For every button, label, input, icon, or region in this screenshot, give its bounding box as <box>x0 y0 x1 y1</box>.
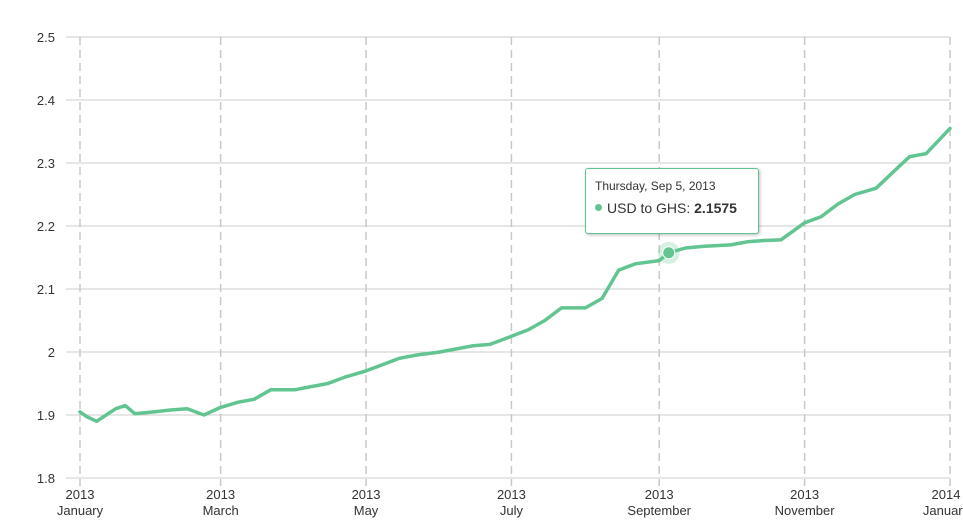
x-tick-label-month: July <box>500 503 524 518</box>
x-tick-label-month: November <box>775 503 836 518</box>
y-tick-label: 1.8 <box>37 471 55 486</box>
x-tick-label-month: March <box>203 503 239 518</box>
x-tick-label-year: 2013 <box>352 487 381 502</box>
tooltip-series-label: USD to GHS <box>607 200 687 216</box>
x-tick-label-year: 2013 <box>497 487 526 502</box>
x-tick-label-year: 2013 <box>790 487 819 502</box>
y-tick-label: 2.3 <box>37 156 55 171</box>
y-tick-label: 2 <box>48 345 55 360</box>
x-axis-tick-labels: 2013January2013March2013May2013July2013S… <box>57 487 963 518</box>
horizontal-gridlines <box>66 36 950 479</box>
hover-point-marker[interactable] <box>662 246 676 260</box>
x-tick-label-month: September <box>627 503 691 518</box>
y-tick-label: 1.9 <box>37 408 55 423</box>
y-tick-label: 2.4 <box>37 93 55 108</box>
vertical-gridlines <box>79 37 951 486</box>
tooltip-value: 2.1575 <box>694 200 737 216</box>
series-color-dot-icon <box>595 204 602 211</box>
data-tooltip: Thursday, Sep 5, 2013 USD to GHS: 2.1575 <box>585 168 759 234</box>
x-tick-label-year: 2013 <box>206 487 235 502</box>
tooltip-separator: : <box>686 200 695 216</box>
series-line-usd-to-ghs <box>78 126 952 424</box>
x-tick-label-year: 2013 <box>645 487 674 502</box>
y-tick-label: 2.2 <box>37 219 55 234</box>
tooltip-value-row: USD to GHS: 2.1575 <box>595 200 749 216</box>
tooltip-date: Thursday, Sep 5, 2013 <box>595 179 716 193</box>
x-tick-label-month: January <box>57 503 104 518</box>
x-tick-label-year: 2014 <box>932 487 961 502</box>
x-tick-label-year: 2013 <box>66 487 95 502</box>
x-tick-label-month: May <box>354 503 379 518</box>
y-tick-label: 2.1 <box>37 282 55 297</box>
y-tick-label: 2.5 <box>37 30 55 45</box>
y-axis-tick-labels: 1.8 1.9 2 2.1 2.2 2.3 2.4 2.5 <box>37 30 55 486</box>
x-tick-label-month: January <box>923 503 963 518</box>
